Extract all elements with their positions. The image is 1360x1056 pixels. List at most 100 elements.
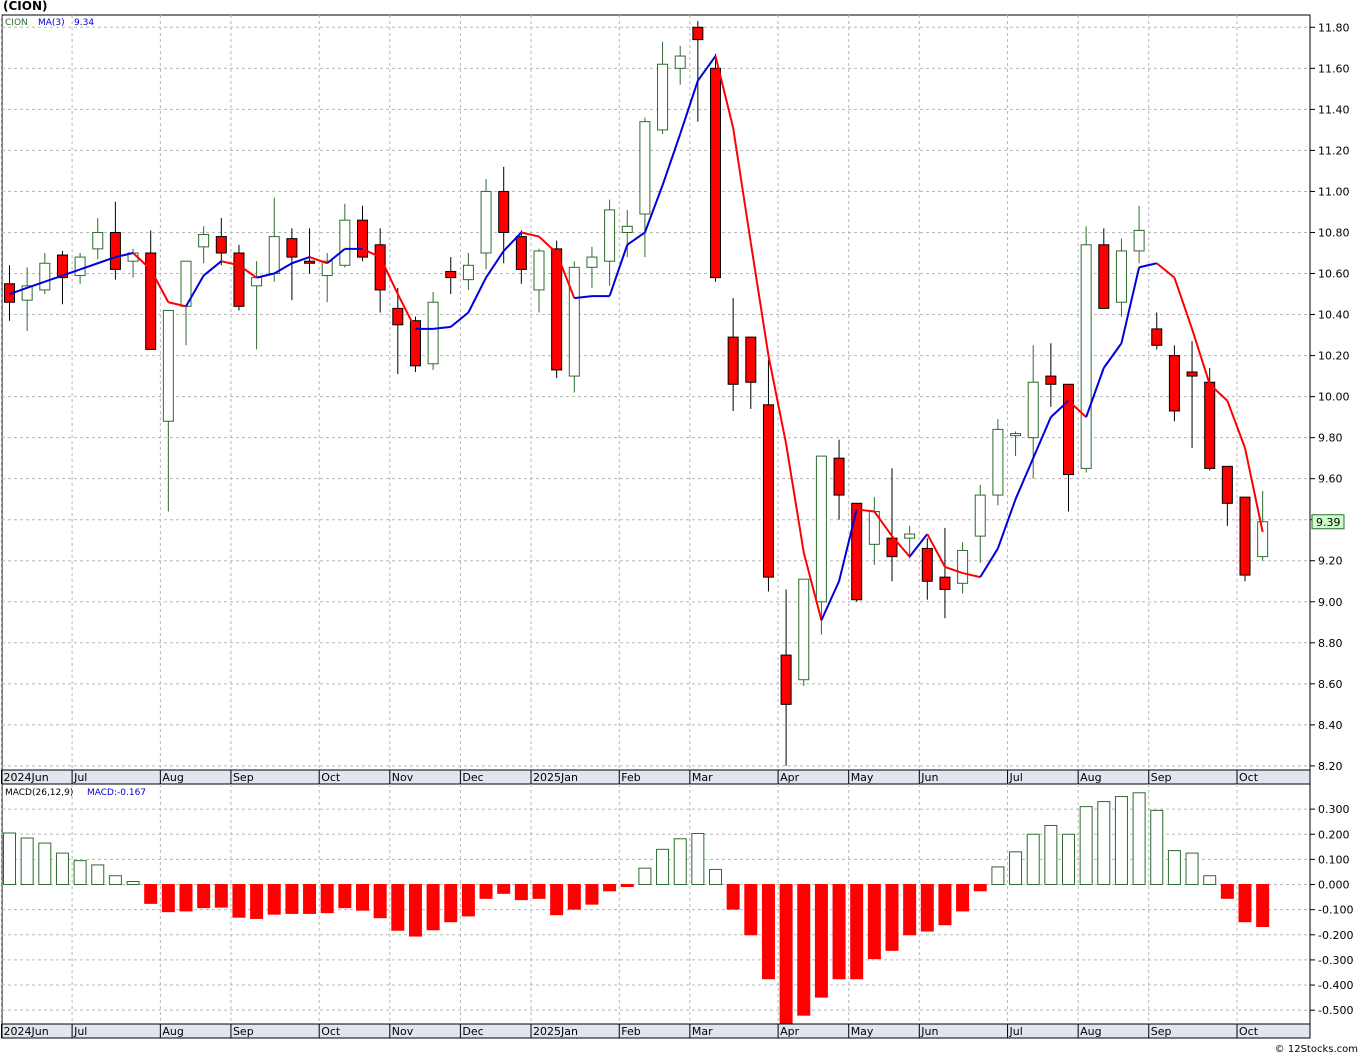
price-tick-label: 10.00: [1318, 391, 1350, 404]
price-tick-label: 10.40: [1318, 309, 1350, 322]
macd-bar: [885, 884, 899, 951]
candle-body: [1027, 381, 1039, 439]
candle-body: [692, 26, 704, 41]
macd-bar: [532, 884, 546, 899]
macd-tick-label: -0.100: [1318, 904, 1353, 917]
ma-segment: [203, 260, 222, 277]
macd-bar: [408, 884, 422, 937]
ma-segment: [926, 533, 946, 568]
macd-bar: [320, 884, 334, 914]
date-tick-label: Sep: [233, 771, 254, 784]
candle-body: [198, 234, 210, 248]
ma-segment: [97, 256, 116, 265]
legend-symbol: CION: [5, 18, 28, 28]
candle-body: [92, 231, 104, 250]
ma-segment: [996, 498, 1017, 549]
macd-bar: [991, 866, 1005, 886]
macd-bar: [779, 884, 793, 1025]
macd-bar: [1009, 851, 1023, 886]
macd-legend-value: MACD:-0.167: [87, 788, 146, 798]
ma-segment: [626, 231, 646, 246]
macd-bar: [1238, 884, 1252, 923]
macd-bar: [603, 884, 617, 892]
ma-segment: [115, 252, 134, 259]
date-tick-label: Dec: [462, 771, 483, 784]
candle-body: [74, 256, 86, 277]
date-tick-label: 2024Jun: [4, 771, 49, 784]
candle-body: [304, 260, 316, 264]
ma-segment: [732, 127, 752, 243]
ma-segment: [221, 260, 240, 267]
candle-body: [568, 266, 580, 377]
macd-bar: [1150, 809, 1164, 886]
candle-body: [674, 55, 686, 69]
macd-bar: [391, 884, 405, 931]
macd-bars: [3, 792, 1270, 1025]
macd-bar: [850, 884, 864, 980]
legend-ma-label: MA(3): [38, 18, 65, 28]
ma-segment: [538, 235, 558, 254]
ma-segment: [362, 247, 381, 258]
candle-body: [621, 225, 633, 233]
candle-body: [515, 236, 527, 270]
price-tick-label: 10.60: [1318, 268, 1350, 281]
ma-segment: [185, 275, 205, 307]
ma-segment: [785, 443, 805, 553]
macd-bar: [126, 881, 140, 886]
macd-bar: [691, 833, 705, 886]
candle-body: [286, 238, 298, 258]
ma-segment: [450, 311, 470, 328]
ma-segment: [291, 256, 310, 265]
date-tick-label: Nov: [392, 771, 414, 784]
ma-segment: [962, 572, 981, 579]
ma-segment: [856, 508, 875, 513]
ma-segment: [149, 268, 170, 303]
candle-body: [815, 455, 827, 603]
price-tick-label: 11.60: [1318, 62, 1350, 75]
macd-bar: [1062, 833, 1075, 886]
last-price-label: 9.39: [1316, 516, 1341, 529]
macd-bar: [744, 884, 758, 936]
candle-body: [39, 262, 51, 291]
ma-segment: [1156, 262, 1176, 279]
macd-bar: [20, 837, 34, 886]
candle-body: [1045, 375, 1057, 385]
date-tick-label: Jul: [1009, 1025, 1023, 1038]
date-labels-bottom: 2024Jun Jul Aug Sep Oct Nov Dec 2025Jan Feb Mar Ap…: [1, 1024, 1259, 1038]
date-tick-label: Sep: [1151, 1025, 1172, 1038]
ma-segment: [326, 248, 346, 265]
ma-segment: [1102, 342, 1123, 369]
date-tick-label: Sep: [233, 1025, 254, 1038]
candle-body: [727, 336, 739, 385]
price-tick-label: 9.20: [1318, 555, 1343, 568]
macd-bar: [461, 884, 475, 917]
ma-segment: [979, 547, 999, 578]
date-tick-label: Apr: [780, 1025, 800, 1038]
date-tick-label: Aug: [162, 1025, 183, 1038]
macd-bar: [585, 884, 599, 905]
ma-segment: [1050, 399, 1070, 418]
ma-segment: [1191, 328, 1211, 385]
macd-bar: [1079, 806, 1093, 886]
price-panel: [1, 14, 1311, 771]
ma-segment: [714, 55, 735, 129]
macd-bar: [867, 884, 881, 960]
ma-segment: [1014, 457, 1035, 500]
candle-body: [833, 457, 845, 496]
candle-body: [109, 231, 121, 270]
date-axis-bottom: [1, 1023, 1311, 1039]
macd-bar: [55, 852, 69, 886]
candle-body: [1168, 355, 1180, 412]
macd-bar: [1203, 875, 1217, 886]
macd-bar: [973, 884, 987, 892]
candle-body: [1080, 244, 1092, 469]
date-tick-label: Oct: [1239, 771, 1259, 784]
macd-grid: [1, 784, 1310, 1024]
macd-tick-label: -0.300: [1318, 954, 1353, 967]
candle-body: [957, 549, 969, 584]
price-tick-label: 8.20: [1318, 760, 1343, 773]
macd-bar: [161, 884, 175, 913]
price-tick-label: 9.80: [1318, 432, 1343, 445]
date-tick-label: Mar: [692, 1025, 713, 1038]
